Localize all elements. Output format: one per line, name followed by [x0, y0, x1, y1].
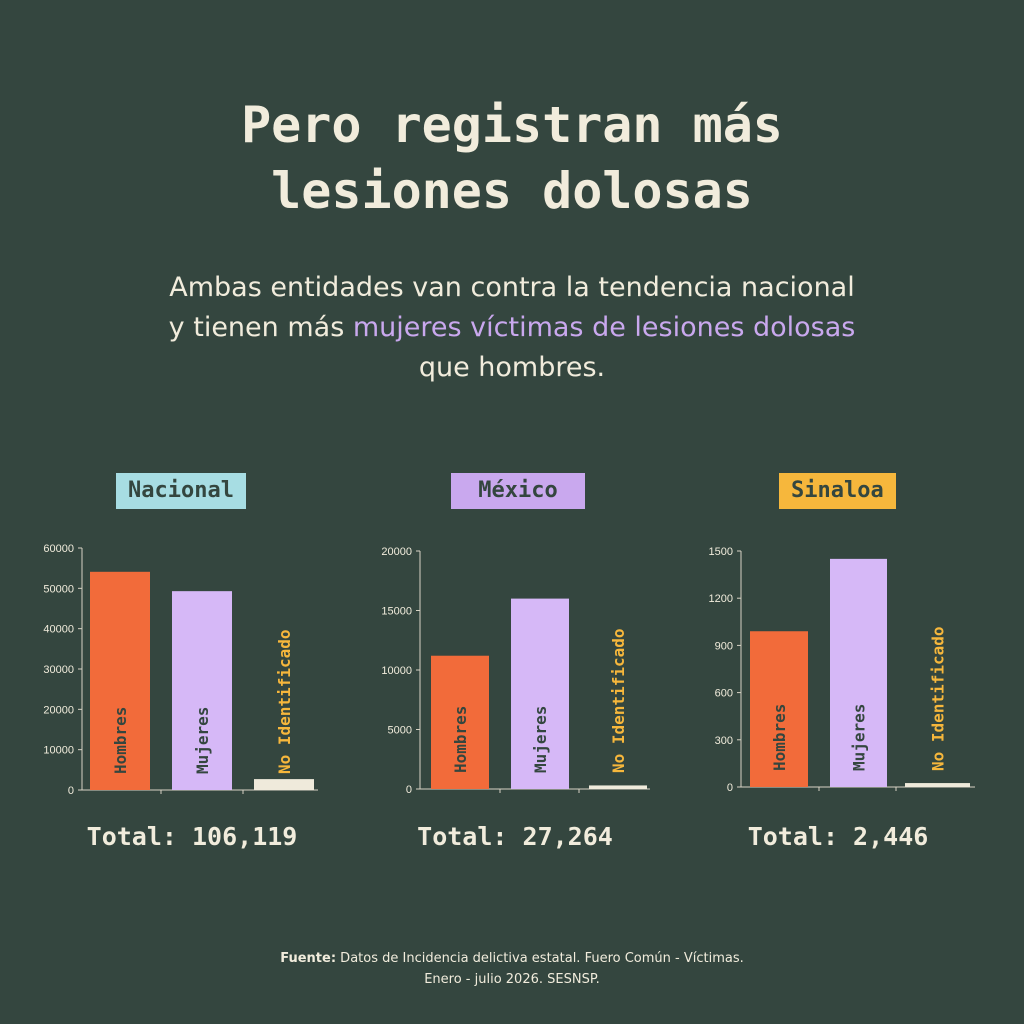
title-line-2: lesiones dolosas [271, 162, 753, 220]
bar-mexico-mujeres [511, 598, 569, 789]
chart-title-sinaloa: Sinaloa [779, 473, 896, 509]
y-tick-label-mexico: 0 [406, 784, 412, 796]
y-tick-label-nacional: 60000 [43, 543, 74, 555]
bar-sinaloa-mujeres [830, 558, 887, 787]
bar-label-sinaloa-mujeres: Mujeres [850, 704, 869, 771]
y-tick-label-sinaloa: 300 [715, 735, 733, 747]
bar-label-nacional-no-identificado: No Identificado [275, 630, 294, 775]
total-mexico: Total: 27,264 [417, 822, 613, 851]
subtitle-part-2: que hombres. [418, 352, 606, 383]
y-tick-label-sinaloa: 0 [727, 782, 733, 794]
total-sinaloa: Total: 2,446 [747, 822, 929, 851]
chart-title-mexico: México [451, 473, 585, 509]
y-tick-label-nacional: 50000 [43, 583, 74, 595]
bar-label-nacional-hombres: Hombres [111, 707, 130, 774]
y-tick-label-sinaloa: 1500 [709, 546, 733, 558]
subtitle-part-1: Ambas entidades van contra la tendencia … [168, 272, 855, 343]
bar-label-mexico-mujeres: Mujeres [531, 706, 550, 773]
subtitle-highlight: mujeres víctimas de lesiones dolosas [352, 312, 856, 343]
y-tick-label-nacional: 40000 [43, 624, 74, 636]
total-nacional: Total: 106,119 [86, 822, 298, 851]
bar-label-mexico-hombres: Hombres [451, 706, 470, 773]
y-tick-label-mexico: 15000 [381, 606, 412, 618]
y-tick-label-nacional: 30000 [43, 664, 74, 676]
y-tick-label-mexico: 5000 [388, 725, 412, 737]
title-line-1: Pero registran más [241, 96, 783, 154]
page-title: Pero registran más lesiones dolosas [0, 92, 1024, 224]
source-note: Fuente: Datos de Incidencia delictiva es… [262, 948, 762, 990]
bar-mexico-no-identificado [589, 785, 647, 789]
y-tick-label-mexico: 10000 [381, 665, 412, 677]
bar-sinaloa-no-identificado [905, 783, 970, 787]
y-tick-label-nacional: 0 [68, 785, 74, 797]
y-tick-label-nacional: 20000 [43, 704, 74, 716]
chart-title-nacional: Nacional [116, 473, 246, 509]
bar-mexico-hombres [431, 655, 489, 789]
bar-label-sinaloa-no-identificado: No Identificado [929, 627, 948, 772]
y-tick-label-sinaloa: 600 [715, 688, 733, 700]
source-label: Fuente: [280, 951, 337, 966]
bar-nacional-hombres [90, 571, 150, 790]
bar-label-sinaloa-hombres: Hombres [770, 704, 789, 771]
y-tick-label-sinaloa: 1200 [709, 593, 733, 605]
source-text: Datos de Incidencia delictiva estatal. F… [336, 951, 744, 987]
bar-label-mexico-no-identificado: No Identificado [609, 629, 628, 774]
bar-sinaloa-hombres [750, 631, 808, 787]
subtitle: Ambas entidades van contra la tendencia … [160, 268, 864, 388]
bar-nacional-no-identificado [254, 779, 314, 790]
bar-label-nacional-mujeres: Mujeres [193, 707, 212, 774]
y-tick-label-mexico: 20000 [381, 546, 412, 558]
y-tick-label-nacional: 10000 [43, 745, 74, 757]
y-tick-label-sinaloa: 900 [715, 640, 733, 652]
bar-nacional-mujeres [172, 591, 232, 790]
